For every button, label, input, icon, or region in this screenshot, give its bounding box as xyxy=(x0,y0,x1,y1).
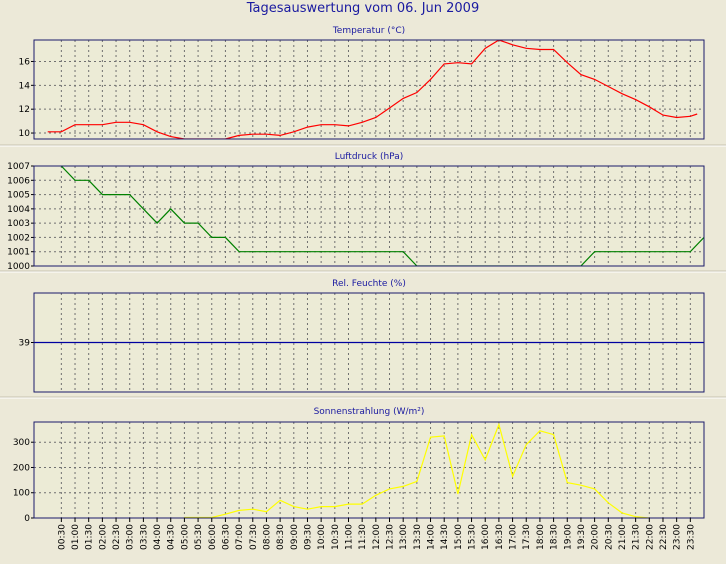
x-tick-label: 08:00 xyxy=(262,524,272,550)
x-tick-label: 19:30 xyxy=(577,524,587,550)
plot-frame xyxy=(33,39,705,140)
x-tick-label: 04:00 xyxy=(153,524,163,550)
x-tick-label: 07:30 xyxy=(249,524,259,550)
chart-panel-3: 39 Rel. Feuchte (%) xyxy=(19,279,705,393)
x-tick-label: 23:30 xyxy=(686,524,696,550)
panel-title: Temperatur (°C) xyxy=(332,26,405,36)
x-axis: 00:30 01:00 01:30 02:00 02:30 03:00 03:30 04:00… xyxy=(57,518,696,550)
x-tick-label: 18:00 xyxy=(536,524,546,550)
x-tick-label: 02:00 xyxy=(98,524,108,550)
y-tick-label: 1002 xyxy=(7,233,30,243)
y-tick-label: 14 xyxy=(19,81,31,91)
x-tick-label: 11:00 xyxy=(344,524,354,550)
data-series-line xyxy=(47,40,698,139)
plot-frame xyxy=(33,165,705,267)
x-tick-label: 01:00 xyxy=(71,524,81,550)
x-tick-label: 21:30 xyxy=(632,524,642,550)
x-tick-label: 20:30 xyxy=(604,524,614,550)
panel-title: Rel. Feuchte (%) xyxy=(332,279,406,289)
y-tick-label: 1004 xyxy=(7,205,30,215)
x-tick-label: 06:30 xyxy=(221,524,231,550)
x-tick-label: 21:00 xyxy=(618,524,628,550)
x-tick-label: 16:00 xyxy=(481,524,491,550)
x-tick-label: 05:00 xyxy=(180,524,190,550)
panel-title: Sonnenstrahlung (W/m²) xyxy=(314,407,425,417)
x-tick-label: 12:00 xyxy=(372,524,382,550)
x-tick-label: 07:00 xyxy=(235,524,245,550)
x-tick-label: 14:00 xyxy=(427,524,437,550)
x-tick-label: 09:30 xyxy=(303,524,313,550)
x-tick-label: 09:00 xyxy=(290,524,300,550)
chart-panel-4: 0 100 200 300 Sonnenstrahlung (W/m²) xyxy=(13,407,705,524)
x-tick-label: 19:00 xyxy=(563,524,573,550)
x-tick-label: 13:00 xyxy=(399,524,409,550)
y-tick-label: 16 xyxy=(19,57,31,67)
plot-area xyxy=(34,166,704,266)
x-tick-label: 11:30 xyxy=(358,524,368,550)
x-tick-label: 06:00 xyxy=(208,524,218,550)
y-tick-label: 1000 xyxy=(7,262,30,272)
y-tick-label: 200 xyxy=(13,463,30,473)
x-tick-label: 08:30 xyxy=(276,524,286,550)
x-tick-label: 10:30 xyxy=(331,524,341,550)
plot-frame xyxy=(33,421,705,519)
x-tick-label: 02:30 xyxy=(112,524,122,550)
y-tick-label: 1006 xyxy=(7,176,30,186)
y-tick-label: 12 xyxy=(19,105,30,115)
x-tick-label: 05:30 xyxy=(194,524,204,550)
x-tick-label: 22:30 xyxy=(659,524,669,550)
plot-area xyxy=(34,422,704,518)
x-tick-label: 13:30 xyxy=(413,524,423,550)
y-tick-label: 0 xyxy=(24,514,30,524)
data-series-line xyxy=(184,422,650,518)
x-tick-label: 01:30 xyxy=(85,524,95,550)
x-tick-label: 22:00 xyxy=(645,524,655,550)
x-tick-label: 03:30 xyxy=(139,524,149,550)
plot-frame xyxy=(33,292,705,393)
x-tick-label: 15:00 xyxy=(454,524,464,550)
x-tick-label: 14:30 xyxy=(440,524,450,550)
x-tick-label: 17:30 xyxy=(522,524,532,550)
x-tick-label: 18:30 xyxy=(550,524,560,550)
chart-panel-2: 1000 1001 1002 1003 1004 1005 1006 1007 Luftdruc… xyxy=(7,152,705,272)
y-tick-label: 1007 xyxy=(7,162,30,172)
page-title: Tagesauswertung vom 06. Jun 2009 xyxy=(246,1,480,16)
x-tick-label: 12:30 xyxy=(386,524,396,550)
y-tick-label: 100 xyxy=(13,489,30,499)
x-tick-label: 03:00 xyxy=(126,524,136,550)
x-tick-label: 04:30 xyxy=(167,524,177,550)
y-tick-label: 300 xyxy=(13,438,30,448)
x-tick-label: 00:30 xyxy=(57,524,67,550)
chart-panel-1: 10 12 14 16 Temperatur (°C) xyxy=(19,26,705,140)
x-tick-label: 15:30 xyxy=(468,524,478,550)
x-tick-label: 17:00 xyxy=(509,524,519,550)
panel-title: Luftdruck (hPa) xyxy=(335,152,404,162)
x-tick-label: 20:00 xyxy=(591,524,601,550)
x-tick-label: 10:00 xyxy=(317,524,327,550)
y-tick-label: 1005 xyxy=(7,191,30,201)
y-tick-label: 10 xyxy=(19,129,31,139)
x-tick-label: 23:00 xyxy=(673,524,683,550)
y-tick-label: 39 xyxy=(19,339,31,349)
data-series-line xyxy=(60,166,704,266)
y-tick-label: 1001 xyxy=(7,248,30,258)
plot-area xyxy=(34,40,704,139)
y-tick-label: 1003 xyxy=(7,219,30,229)
x-tick-label: 16:30 xyxy=(495,524,505,550)
